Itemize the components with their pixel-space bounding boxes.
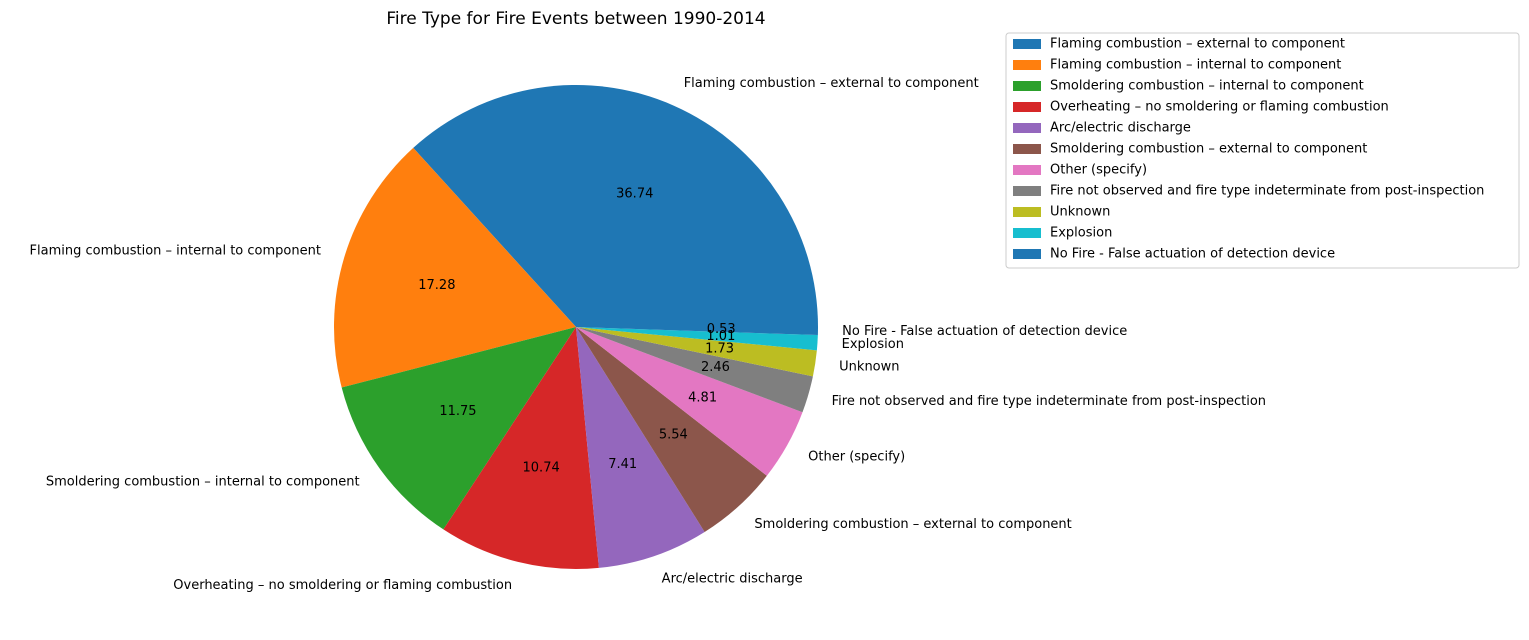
- pie-slice-flaming-combustion-internal-to-component: [333, 147, 576, 388]
- slice-label-smoldering-combustion-external-to-component: Smoldering combustion – external to comp…: [754, 517, 1071, 532]
- legend-entry-flaming-combustion-external-to-component: Flaming combustion – external to compone…: [1050, 37, 1345, 52]
- slice-percent-arc-electric-discharge: 7.41: [608, 457, 637, 472]
- slice-percent-no-fire-false-actuation-of-detection-device: 0.53: [707, 322, 736, 337]
- pie-slice-flaming-combustion-external-to-component: [413, 85, 818, 328]
- slice-label-other-specify: Other (specify): [808, 450, 905, 465]
- pie-slice-fire-not-observed-and-fire-type-indeterminate-from-post-inspection: [576, 327, 813, 413]
- slice-label-arc-electric-discharge: Arc/electric discharge: [662, 572, 803, 587]
- slice-label-unknown: Unknown: [839, 360, 899, 375]
- pie-slice-smoldering-combustion-internal-to-component: [341, 327, 576, 530]
- legend: Flaming combustion – external to compone…: [1005, 32, 1520, 269]
- legend-swatch-smoldering-combustion-internal-to-component: [1013, 81, 1041, 91]
- legend-entry-flaming-combustion-internal-to-component: Flaming combustion – internal to compone…: [1050, 58, 1341, 73]
- slice-percent-fire-not-observed-and-fire-type-indeterminate-from-post-inspection: 2.46: [701, 360, 730, 375]
- legend-entry-arc-electric-discharge: Arc/electric discharge: [1050, 121, 1191, 136]
- slice-percent-other-specify: 4.81: [688, 391, 717, 406]
- slice-percent-flaming-combustion-external-to-component: 36.74: [616, 187, 653, 202]
- legend-frame: [1005, 32, 1520, 269]
- legend-swatch-unknown: [1013, 207, 1041, 217]
- legend-swatch-fire-not-observed-and-fire-type-indeterminate-from-post-inspection: [1013, 186, 1041, 196]
- legend-swatch-flaming-combustion-external-to-component: [1013, 39, 1041, 49]
- slice-percent-smoldering-combustion-internal-to-component: 11.75: [439, 404, 476, 419]
- pie-slice-unknown: [576, 327, 817, 377]
- legend-entry-smoldering-combustion-external-to-component: Smoldering combustion – external to comp…: [1050, 142, 1367, 157]
- slice-percent-labels: 36.74 17.28 11.75 10.74 7.41 5.54 4.81 2.46 1.73…: [418, 187, 735, 476]
- legend-entry-smoldering-combustion-internal-to-component: Smoldering combustion – internal to comp…: [1050, 79, 1364, 94]
- legend-swatch-arc-electric-discharge: [1013, 123, 1041, 133]
- slice-label-overheating-no-smoldering-or-flaming-combustion: Overheating – no smoldering or flaming c…: [173, 578, 512, 593]
- slice-percent-unknown: 1.73: [705, 341, 734, 356]
- pie-slice-explosion: [576, 327, 818, 351]
- legend-entry-unknown: Unknown: [1050, 205, 1110, 220]
- chart-title: Fire Type for Fire Events between 1990-2…: [386, 9, 765, 29]
- slice-percent-overheating-no-smoldering-or-flaming-combustion: 10.74: [523, 460, 560, 475]
- legend-swatch-no-fire-false-actuation-of-detection-device: [1013, 249, 1041, 259]
- pie-slice-smoldering-combustion-external-to-component: [576, 327, 767, 532]
- slice-label-fire-not-observed-and-fire-type-indeterminate-from-post-inspection: Fire not observed and fire type indeterm…: [832, 394, 1266, 409]
- slice-percent-flaming-combustion-internal-to-component: 17.28: [418, 278, 455, 293]
- legend-entry-overheating-no-smoldering-or-flaming-combustion: Overheating – no smoldering or flaming c…: [1050, 100, 1389, 115]
- pie-slice-no-fire-false-actuation-of-detection-device: [576, 327, 818, 336]
- legend-swatch-other-specify: [1013, 165, 1041, 175]
- pie-slices: [333, 85, 818, 569]
- pie-slice-other-specify: [576, 327, 803, 476]
- slice-labels: Flaming combustion – external to compone…: [30, 76, 1266, 593]
- legend-swatch-explosion: [1013, 228, 1041, 238]
- pie-slice-overheating-no-smoldering-or-flaming-combustion: [443, 327, 599, 569]
- legend-entry-fire-not-observed-and-fire-type-indeterminate-from-post-inspection: Fire not observed and fire type indeterm…: [1050, 184, 1484, 199]
- legend-swatch-smoldering-combustion-external-to-component: [1013, 144, 1041, 154]
- pie-slice-arc-electric-discharge: [576, 327, 705, 568]
- slice-percent-smoldering-combustion-external-to-component: 5.54: [659, 427, 688, 442]
- slice-label-no-fire-false-actuation-of-detection-device: No Fire - False actuation of detection d…: [842, 324, 1127, 339]
- slice-percent-explosion: 1.01: [706, 329, 735, 344]
- slice-label-flaming-combustion-internal-to-component: Flaming combustion – internal to compone…: [30, 243, 321, 258]
- legend-entry-other-specify: Other (specify): [1050, 163, 1147, 178]
- legend-swatch-flaming-combustion-internal-to-component: [1013, 60, 1041, 70]
- slice-label-explosion: Explosion: [842, 337, 904, 352]
- legend-swatch-overheating-no-smoldering-or-flaming-combustion: [1013, 102, 1041, 112]
- legend-entry-explosion: Explosion: [1050, 226, 1112, 241]
- slice-label-smoldering-combustion-internal-to-component: Smoldering combustion – internal to comp…: [46, 475, 360, 490]
- legend-entry-no-fire-false-actuation-of-detection-device: No Fire - False actuation of detection d…: [1050, 247, 1335, 262]
- slice-label-flaming-combustion-external-to-component: Flaming combustion – external to compone…: [684, 76, 979, 91]
